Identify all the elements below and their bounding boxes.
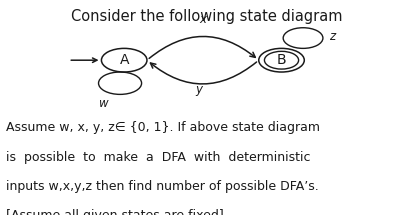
Text: z: z bbox=[328, 31, 335, 43]
Text: B: B bbox=[276, 53, 286, 67]
Text: x: x bbox=[199, 13, 206, 26]
Text: is  possible  to  make  a  DFA  with  deterministic: is possible to make a DFA with determini… bbox=[6, 150, 310, 163]
Text: [Assume all given states are fixed]: [Assume all given states are fixed] bbox=[6, 209, 223, 215]
Text: inputs w,x,y,z then find number of possible DFA’s.: inputs w,x,y,z then find number of possi… bbox=[6, 180, 318, 192]
Text: y: y bbox=[195, 83, 202, 96]
FancyArrowPatch shape bbox=[150, 62, 256, 84]
Text: A: A bbox=[119, 53, 128, 67]
Text: Assume w, x, y, z∈ {0, 1}. If above state diagram: Assume w, x, y, z∈ {0, 1}. If above stat… bbox=[6, 121, 319, 134]
Text: w: w bbox=[98, 97, 108, 109]
FancyArrowPatch shape bbox=[149, 37, 255, 58]
Text: Consider the following state diagram: Consider the following state diagram bbox=[71, 9, 342, 24]
